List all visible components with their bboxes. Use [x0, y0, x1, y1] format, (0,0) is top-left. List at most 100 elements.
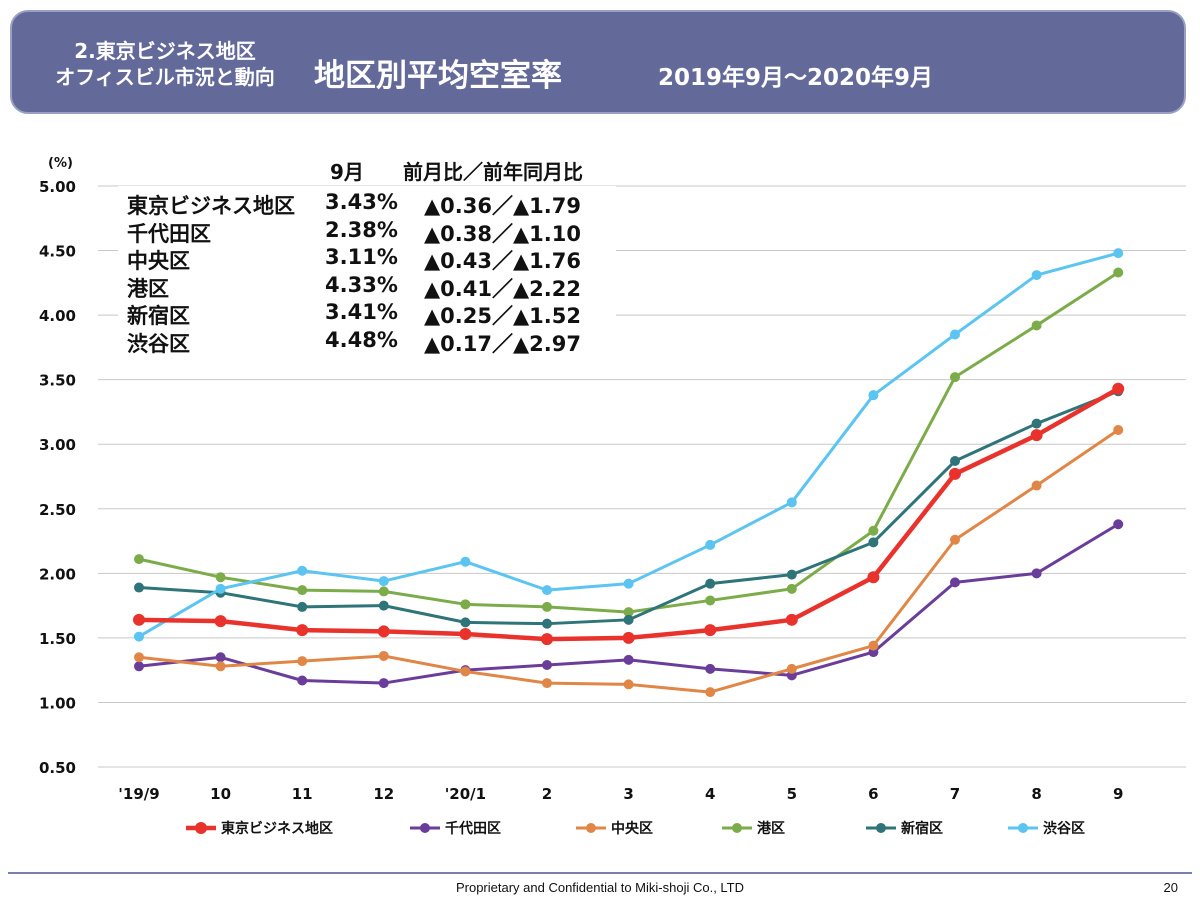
data-point — [297, 565, 308, 576]
data-point — [1031, 480, 1042, 491]
data-point — [705, 687, 716, 698]
footer-text: Proprietary and Confidential to Miki-sho… — [455, 880, 745, 895]
data-point — [705, 595, 716, 606]
x-tick-label: 5 — [787, 785, 797, 803]
data-point — [134, 582, 144, 593]
data-point — [460, 666, 471, 677]
data-point — [623, 679, 634, 690]
data-point — [1113, 519, 1124, 530]
x-tick-label: 11 — [292, 785, 313, 803]
y-tick-label: 0.50 — [39, 759, 76, 777]
data-point — [1030, 429, 1043, 442]
summary-row-value: 3.43% — [325, 190, 398, 214]
section-title: 2.東京ビジネス地区 オフィスビル市況と動向 — [40, 38, 290, 90]
data-point — [378, 678, 389, 689]
summary-row-value: 2.38% — [325, 217, 398, 242]
series-line — [138, 386, 1120, 642]
data-point — [215, 572, 226, 583]
data-point — [1113, 425, 1124, 436]
data-point — [297, 675, 308, 686]
x-tick-label: 10 — [210, 785, 231, 803]
summary-row-change: ▲0.36／▲1.79 — [424, 194, 581, 218]
summary-table-background — [118, 186, 616, 358]
summary-row-name: 中央区 — [127, 249, 190, 274]
summary-row-value: 3.41% — [325, 300, 398, 325]
summary-row-name: 千代田区 — [127, 221, 211, 246]
x-tick-label: '20/1 — [445, 785, 486, 803]
data-point — [786, 497, 797, 508]
summary-row-name: 港区 — [127, 276, 169, 301]
summary-header-month: 9月 — [330, 160, 364, 184]
data-point — [378, 586, 389, 597]
summary-row-name: 新宿区 — [127, 304, 190, 329]
data-point — [705, 578, 716, 589]
data-point — [134, 554, 144, 565]
data-point — [378, 650, 389, 661]
section-title-line1: 2.東京ビジネス地区 — [74, 39, 256, 63]
data-point — [1112, 382, 1125, 395]
legend-label: 千代田区 — [445, 820, 501, 837]
data-point — [134, 652, 144, 663]
x-tick-label: 4 — [705, 785, 715, 803]
data-point — [460, 617, 471, 628]
data-point — [868, 537, 879, 548]
x-tick-label: '19/9 — [118, 785, 159, 803]
data-point — [868, 640, 879, 651]
data-point — [214, 615, 227, 628]
legend-swatch-marker — [1018, 823, 1028, 833]
data-point — [868, 525, 879, 536]
y-tick-label: 4.00 — [39, 307, 76, 325]
data-point — [1031, 418, 1042, 429]
data-point — [1031, 270, 1042, 281]
y-tick-label: 4.50 — [39, 243, 76, 261]
legend-swatch-marker — [876, 823, 886, 833]
series-line — [138, 428, 1120, 694]
data-point — [460, 599, 471, 610]
x-tick-label: 9 — [1113, 785, 1123, 803]
data-point — [1113, 248, 1124, 259]
section-title-line2: オフィスビル市況と動向 — [55, 65, 275, 89]
data-point — [133, 613, 145, 626]
summary-row-value: 3.11% — [325, 245, 398, 270]
data-point — [1031, 568, 1042, 579]
legend-label: 渋谷区 — [1043, 820, 1085, 837]
data-point — [377, 625, 390, 638]
data-point — [215, 652, 226, 663]
x-tick-label: 8 — [1031, 785, 1041, 803]
y-tick-label: 2.00 — [39, 565, 76, 583]
summary-row-value: 4.48% — [325, 328, 398, 352]
data-point — [950, 329, 960, 340]
data-point — [949, 467, 961, 480]
data-point — [623, 654, 634, 665]
data-point — [950, 456, 960, 467]
data-point — [296, 624, 309, 637]
data-point — [215, 583, 226, 594]
y-tick-label: 3.00 — [39, 436, 76, 454]
summary-row-name: 渋谷区 — [127, 332, 190, 356]
summary-row-change: ▲0.25／▲1.52 — [424, 304, 581, 329]
x-tick-label: 7 — [950, 785, 960, 803]
data-point — [786, 569, 797, 580]
y-tick-label: 1.50 — [39, 630, 76, 648]
data-point — [460, 556, 471, 567]
data-point — [785, 613, 798, 626]
data-point — [622, 631, 635, 644]
data-point — [542, 660, 552, 671]
summary-row-change: ▲0.41／▲2.22 — [424, 276, 581, 301]
data-point — [297, 601, 308, 612]
x-tick-label: 12 — [373, 785, 394, 803]
legend-swatch-marker — [732, 823, 742, 833]
y-tick-label: 2.50 — [39, 501, 76, 519]
legend-swatch-marker — [195, 822, 207, 834]
legend-swatch-marker — [420, 823, 430, 833]
data-point — [378, 576, 389, 587]
legend-swatch-marker — [586, 823, 596, 833]
data-point — [623, 578, 634, 589]
data-point — [1113, 267, 1124, 278]
data-point — [950, 372, 960, 383]
data-point — [541, 633, 553, 646]
summary-row-change: ▲0.17／▲2.97 — [424, 332, 581, 356]
data-point — [542, 585, 552, 596]
footer-divider — [8, 872, 1192, 874]
summary-row-value: 4.33% — [325, 272, 398, 297]
